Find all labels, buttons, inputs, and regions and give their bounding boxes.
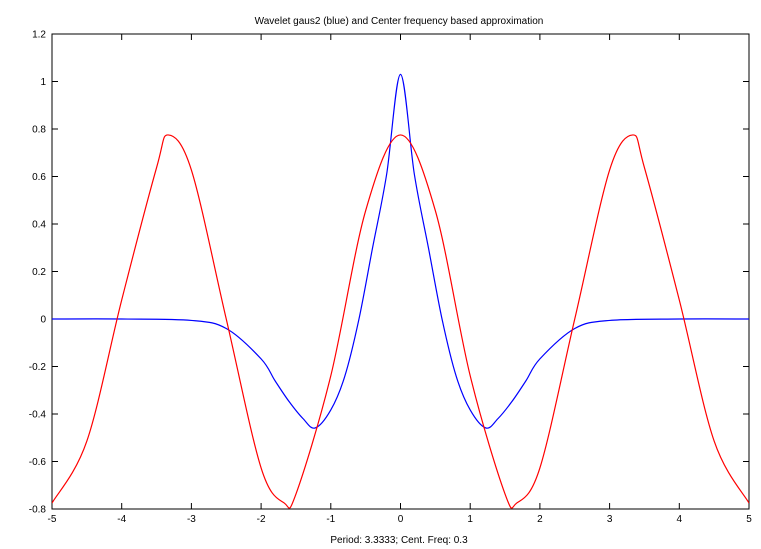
x-tick-label: 1 bbox=[467, 514, 473, 525]
y-tick-label: -0.4 bbox=[29, 410, 47, 421]
x-axis-label: Period: 3.3333; Cent. Freq: 0.3 bbox=[330, 535, 468, 546]
x-tick-label: -1 bbox=[326, 514, 335, 525]
x-tick-label: 2 bbox=[537, 514, 543, 525]
y-tick-label: 0.2 bbox=[32, 267, 46, 278]
x-tick-label: -4 bbox=[117, 514, 126, 525]
y-tick-label: -0.8 bbox=[29, 505, 47, 516]
y-tick-label: 1.2 bbox=[32, 30, 46, 41]
y-tick-label: 0.4 bbox=[32, 220, 46, 231]
x-tick-label: -3 bbox=[187, 514, 196, 525]
plot-area: -5 -4 -3 -2 -1 0 1 2 3 4 5 -0.8 -0.6 -0.4 -0.2 0 0.2 0.4 0… bbox=[29, 30, 752, 526]
x-tick-label: -5 bbox=[48, 514, 57, 525]
chart-title: Wavelet gaus2 (blue) and Center frequenc… bbox=[255, 16, 544, 27]
y-tick-label: 1 bbox=[40, 77, 46, 88]
y-tick-label: -0.6 bbox=[29, 457, 47, 468]
y-tick-label: 0.6 bbox=[32, 172, 46, 183]
y-tick-label: 0 bbox=[40, 315, 46, 326]
y-tick-label: 0.8 bbox=[32, 125, 46, 136]
x-tick-label: 4 bbox=[677, 514, 683, 525]
y-tick-label: -0.2 bbox=[29, 362, 47, 373]
series-line-blue bbox=[52, 73, 749, 429]
x-tick-label: 5 bbox=[746, 514, 752, 525]
x-tick-label: 0 bbox=[398, 514, 404, 525]
x-tick-label: -2 bbox=[257, 514, 266, 525]
x-tick-label: 3 bbox=[607, 514, 613, 525]
series-line-red bbox=[52, 134, 749, 509]
